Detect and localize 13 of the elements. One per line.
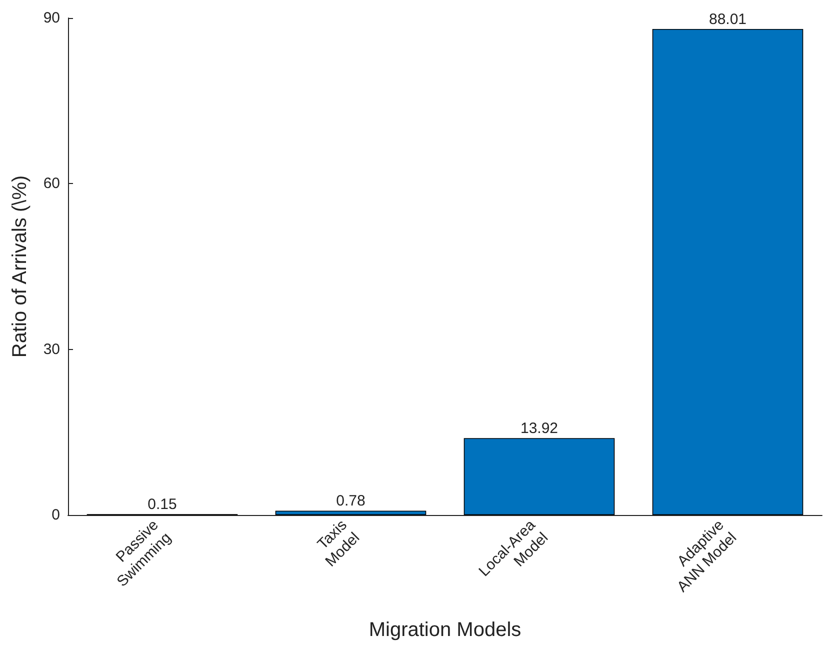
data-label: 0.15: [148, 496, 177, 514]
y-tick-label: 60: [43, 175, 60, 192]
data-label: 13.92: [520, 420, 558, 438]
y-tick-label: 0: [52, 506, 60, 524]
bar: [464, 438, 615, 515]
bar: [275, 510, 426, 515]
y-tick-label: 90: [43, 10, 60, 26]
data-label: 88.01: [708, 10, 747, 28]
y-axis-title: Ratio of Arrivals (\%): [9, 175, 31, 358]
x-axis-title: Migration Models: [368, 619, 522, 641]
data-label: 0.78: [336, 492, 366, 510]
bar: [652, 28, 804, 515]
y-tick-label: 30: [43, 340, 60, 358]
